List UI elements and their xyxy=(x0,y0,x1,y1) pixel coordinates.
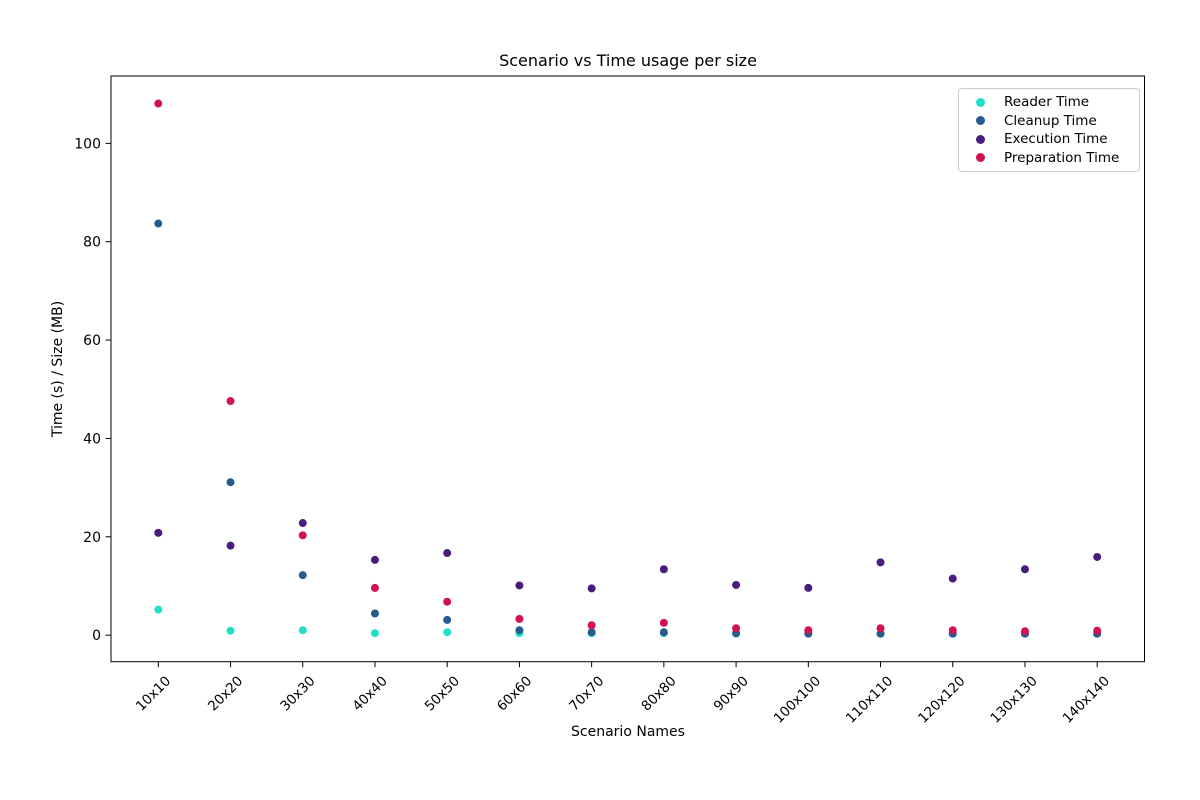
scatter-point xyxy=(298,571,307,580)
execution-time-marker-icon xyxy=(976,134,985,144)
x-tick-label: 110x110 xyxy=(843,673,896,726)
reader-time-marker-icon xyxy=(976,97,985,107)
legend-item-preparation: Preparation Time xyxy=(959,149,1139,168)
scatter-point xyxy=(370,583,379,592)
cleanup-time-marker-icon xyxy=(976,116,985,126)
scatter-point xyxy=(226,626,235,635)
legend-label: Cleanup Time xyxy=(1004,112,1097,129)
scatter-point xyxy=(804,626,813,635)
scatter-point xyxy=(659,618,668,627)
scatter-point xyxy=(1093,626,1102,635)
scatter-point xyxy=(659,628,668,637)
scatter-point xyxy=(876,624,885,633)
x-axis-label: Scenario Names xyxy=(571,724,685,740)
legend-item-cleanup: Cleanup Time xyxy=(959,112,1139,131)
scatter-point xyxy=(1020,565,1029,574)
x-tick-label: 40x40 xyxy=(350,673,391,714)
scatter-point xyxy=(804,583,813,592)
scatter-point xyxy=(370,609,379,618)
scatter-point xyxy=(154,528,163,537)
scatter-point xyxy=(370,555,379,564)
legend-label: Preparation Time xyxy=(1004,149,1120,166)
y-tick-label: 20 xyxy=(83,530,101,546)
scatter-point xyxy=(298,626,307,635)
scatter-point xyxy=(1093,552,1102,561)
x-tick-label: 140x140 xyxy=(1060,673,1113,726)
scatter-point xyxy=(732,580,741,589)
scatter-point xyxy=(732,624,741,633)
legend-label: Reader Time xyxy=(1004,94,1090,111)
scatter-point xyxy=(443,615,452,624)
y-tick-label: 60 xyxy=(83,333,101,349)
x-tick-label: 50x50 xyxy=(422,673,463,714)
y-axis-label: Time (s) / Size (MB) xyxy=(50,300,66,438)
scatter-point xyxy=(587,584,596,593)
x-tick-label: 80x80 xyxy=(638,673,679,714)
x-tick-label: 60x60 xyxy=(494,673,535,714)
scatter-point xyxy=(298,531,307,540)
scatter-point xyxy=(443,549,452,558)
scatter-point xyxy=(443,597,452,606)
scatter-point xyxy=(154,605,163,614)
scatter-point xyxy=(948,574,957,583)
scatter-point xyxy=(443,628,452,637)
scatter-point xyxy=(226,478,235,487)
x-tick-label: 70x70 xyxy=(566,673,607,714)
x-tick-label: 10x10 xyxy=(133,673,174,714)
legend-item-reader: Reader Time xyxy=(959,93,1139,112)
y-tick-label: 0 xyxy=(92,628,101,644)
scatter-point xyxy=(370,629,379,638)
y-tick-label: 100 xyxy=(74,136,101,152)
x-tick-label: 120x120 xyxy=(915,673,968,726)
y-tick-label: 40 xyxy=(83,431,101,447)
x-tick-label: 30x30 xyxy=(277,673,318,714)
scatter-point xyxy=(659,565,668,574)
scatter-point xyxy=(154,219,163,228)
scatter-point xyxy=(515,614,524,623)
plot-border xyxy=(110,75,1145,663)
y-tick-label: 80 xyxy=(83,235,101,251)
scatter-point xyxy=(587,628,596,637)
scatter-point xyxy=(1020,627,1029,636)
scatter-point xyxy=(515,626,524,635)
scatter-point xyxy=(948,626,957,635)
scatter-point xyxy=(298,519,307,528)
x-tick-label: 100x100 xyxy=(771,673,824,726)
scatter-point xyxy=(154,99,163,108)
legend-item-execution: Execution Time xyxy=(959,130,1139,149)
legend-label: Execution Time xyxy=(1004,131,1108,148)
scatter-point xyxy=(587,621,596,630)
scatter-point xyxy=(876,558,885,567)
x-tick-label: 130x130 xyxy=(987,673,1040,726)
legend: Reader Time Cleanup Time Execution Time … xyxy=(958,88,1140,172)
scatter-point xyxy=(226,541,235,550)
scatter-point xyxy=(515,581,524,590)
preparation-time-marker-icon xyxy=(976,153,985,163)
scatter-point xyxy=(226,397,235,406)
chart-title: Scenario vs Time usage per size xyxy=(499,51,757,70)
x-tick-label: 90x90 xyxy=(711,673,752,714)
x-tick-label: 20x20 xyxy=(205,673,246,714)
